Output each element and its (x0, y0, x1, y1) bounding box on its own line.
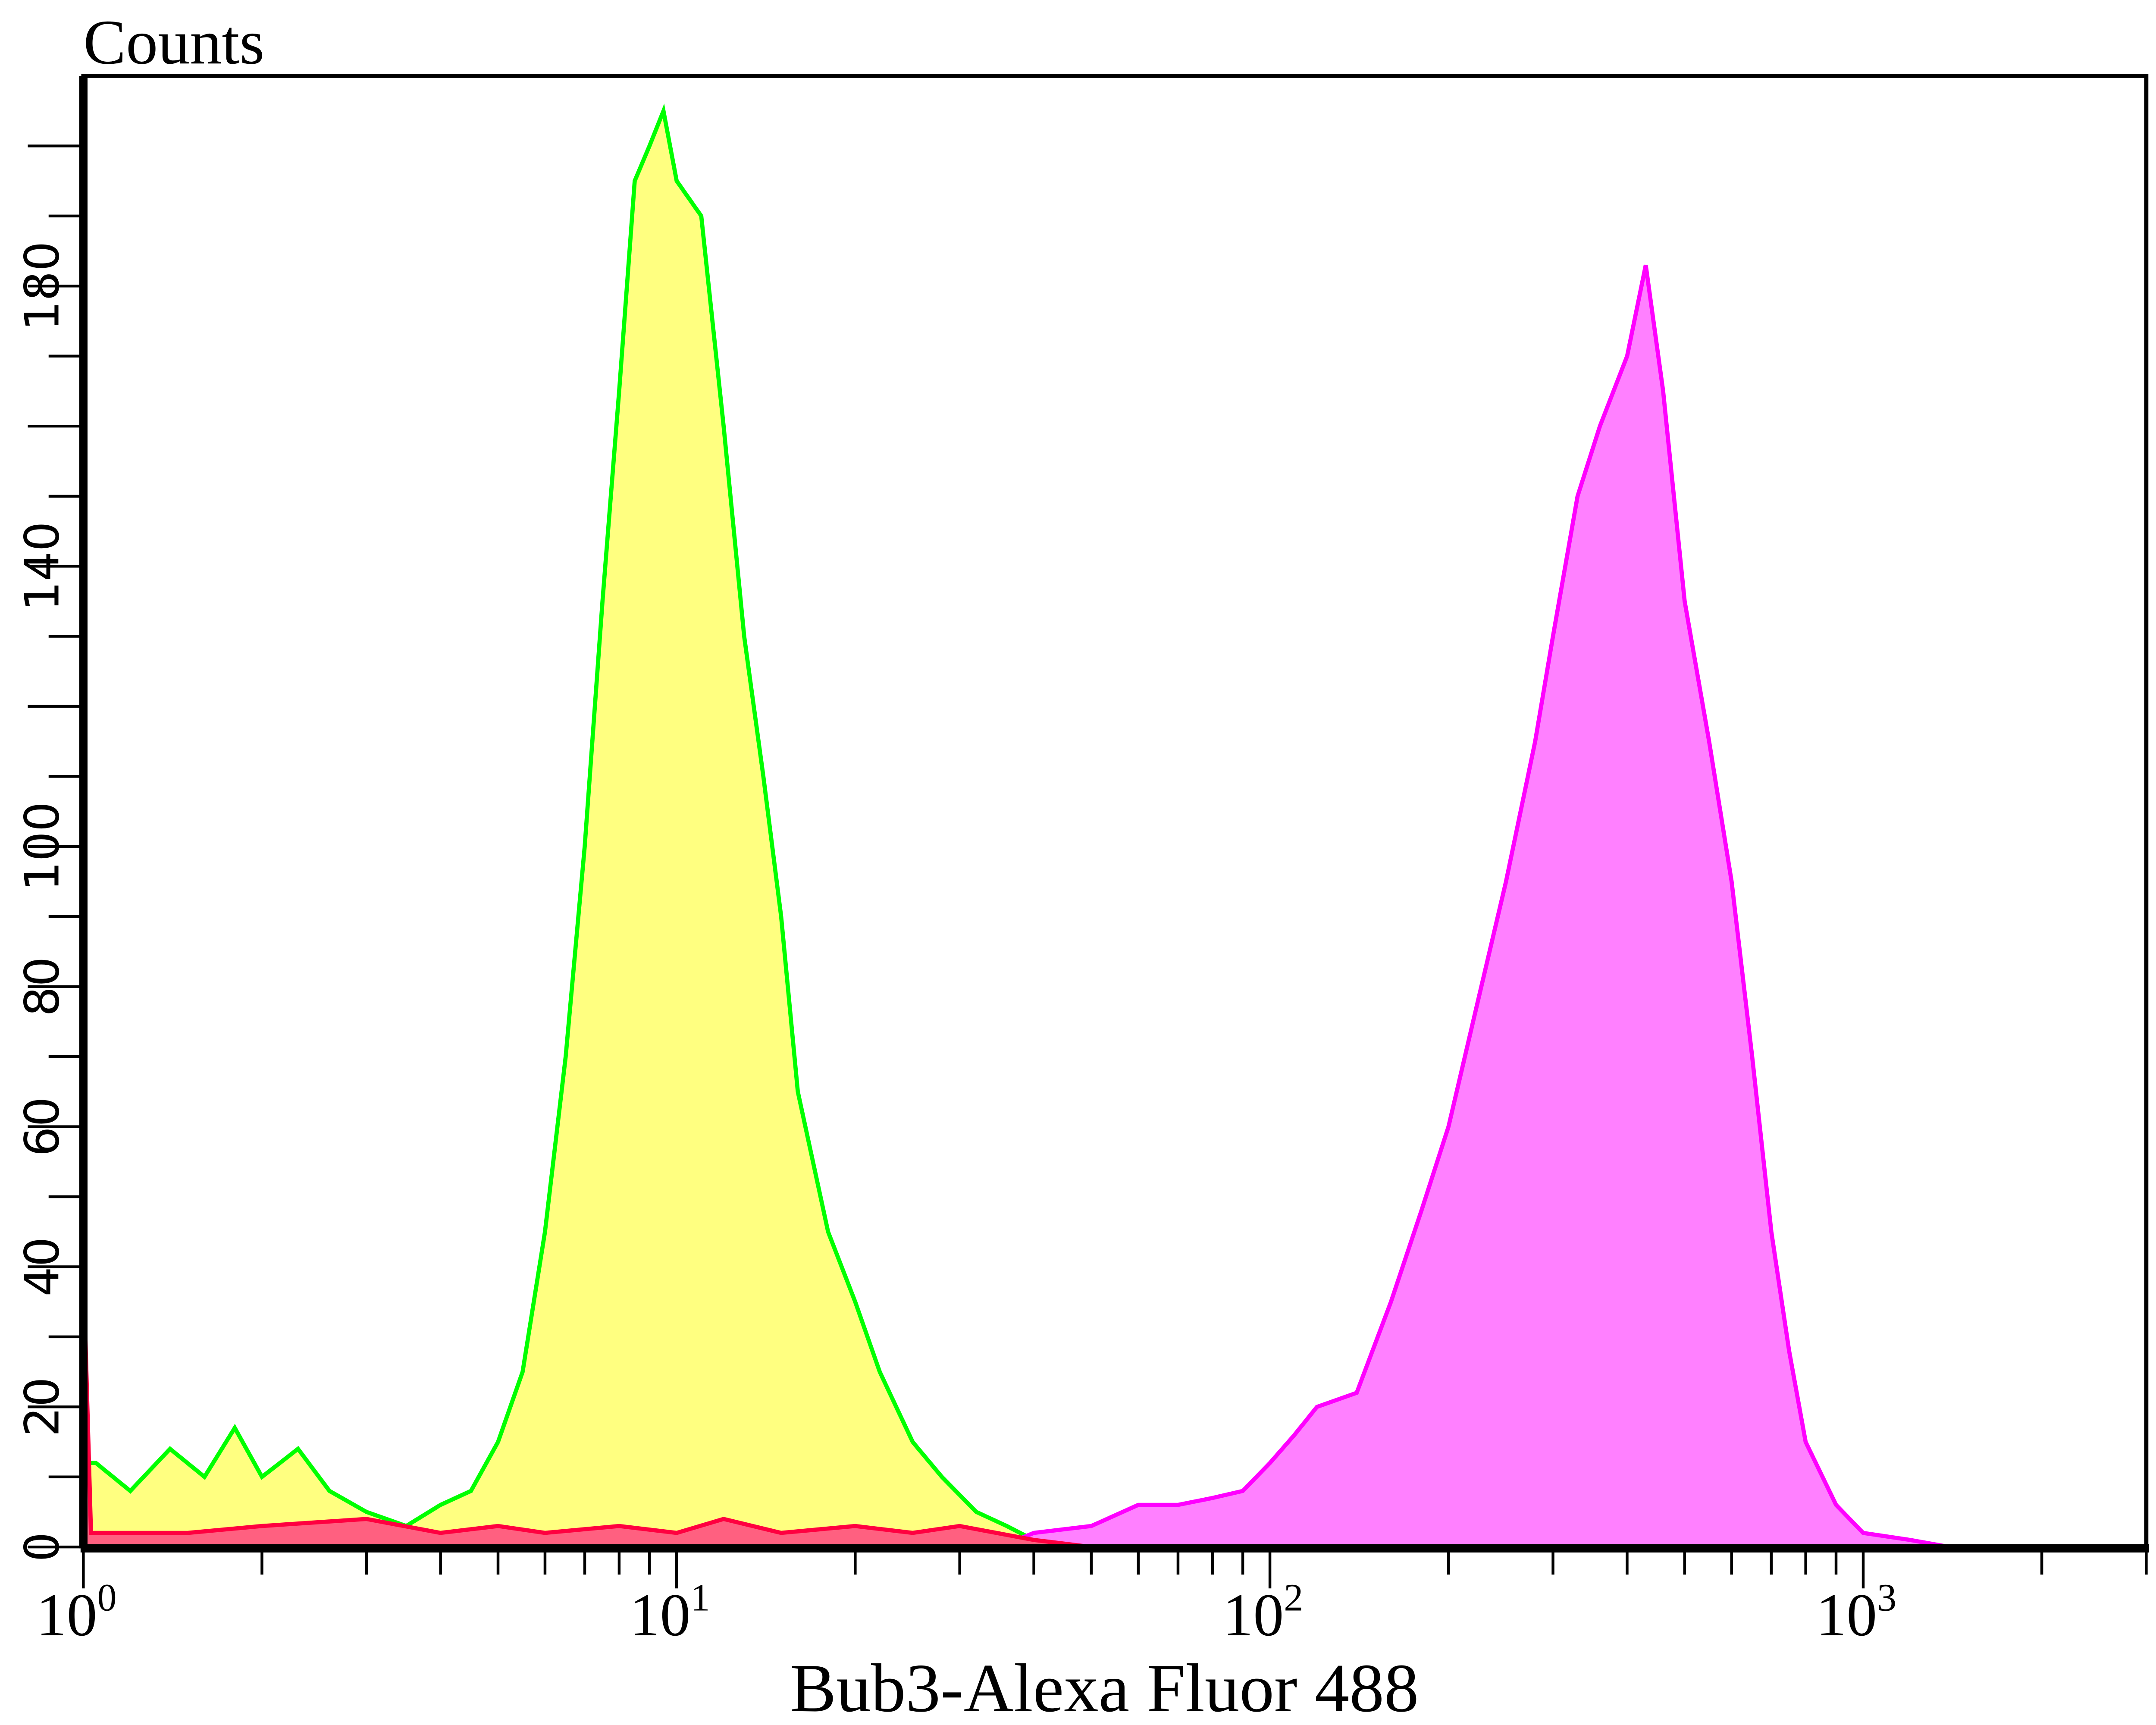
y-tick-label: 40 (15, 1237, 69, 1296)
y-tick-label: 0 (15, 1532, 69, 1562)
y-tick-label: 100 (15, 802, 69, 891)
y-tick-label: 20 (15, 1377, 69, 1436)
x-tick-label: 103 (1816, 1577, 1896, 1649)
tick-layer: 100 101 102 103 0 20 40 60 80 100 140 180 (15, 144, 2148, 1649)
y-tick-label: 140 (15, 521, 69, 611)
x-tick-label: 100 (36, 1577, 117, 1649)
series-1-outline (998, 264, 1950, 1549)
x-axis-label: Bub3-Alexa Fluor 488 (790, 1650, 1419, 1725)
series-layer (81, 104, 1950, 1549)
y-tick-label: 180 (15, 241, 69, 331)
x-tick-label: 102 (1223, 1577, 1304, 1649)
series-2-outline (81, 1267, 1092, 1549)
plot-frame (81, 74, 2149, 1549)
series-0-outline (83, 104, 1092, 1549)
y-tick-label: 60 (15, 1097, 69, 1156)
y-tick-label: 80 (15, 957, 69, 1016)
y-axis-label: Counts (83, 7, 264, 77)
series-1-fill (999, 265, 1950, 1547)
x-tick-label: 101 (630, 1577, 710, 1649)
